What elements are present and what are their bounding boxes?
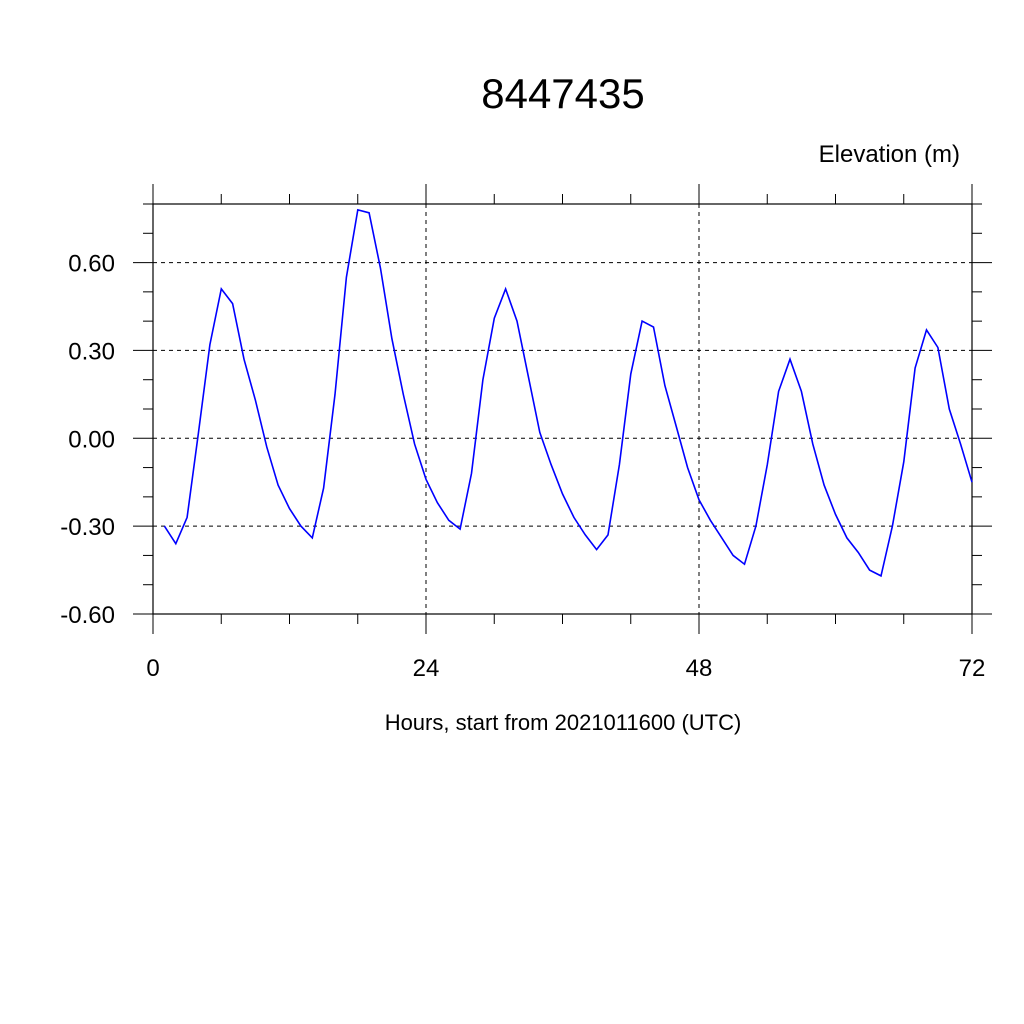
- plot-frame: [152, 203, 973, 615]
- y-axis-label: Elevation (m): [819, 141, 960, 168]
- y-tick-label: -0.30: [60, 514, 115, 541]
- y-tick-label: 0.00: [68, 426, 115, 453]
- y-tick-label: 0.60: [68, 251, 115, 278]
- series-line: [163, 208, 973, 578]
- grid: [153, 204, 972, 615]
- x-tick-label: 24: [413, 655, 440, 682]
- chart-title: 8447435: [481, 70, 645, 117]
- y-tick-label: 0.30: [68, 338, 115, 365]
- x-tick-label: 48: [686, 655, 713, 682]
- y-tick-label: -0.60: [60, 602, 115, 629]
- ticks: [133, 184, 992, 634]
- x-tick-label: 0: [146, 655, 159, 682]
- series: [163, 208, 973, 578]
- x-axis-label: Hours, start from 2021011600 (UTC): [385, 710, 742, 735]
- x-tick-label: 72: [959, 655, 986, 682]
- tick-labels: 0 24 48 72 -0.60 -0.30 0.00 0.30 0.60: [60, 251, 985, 682]
